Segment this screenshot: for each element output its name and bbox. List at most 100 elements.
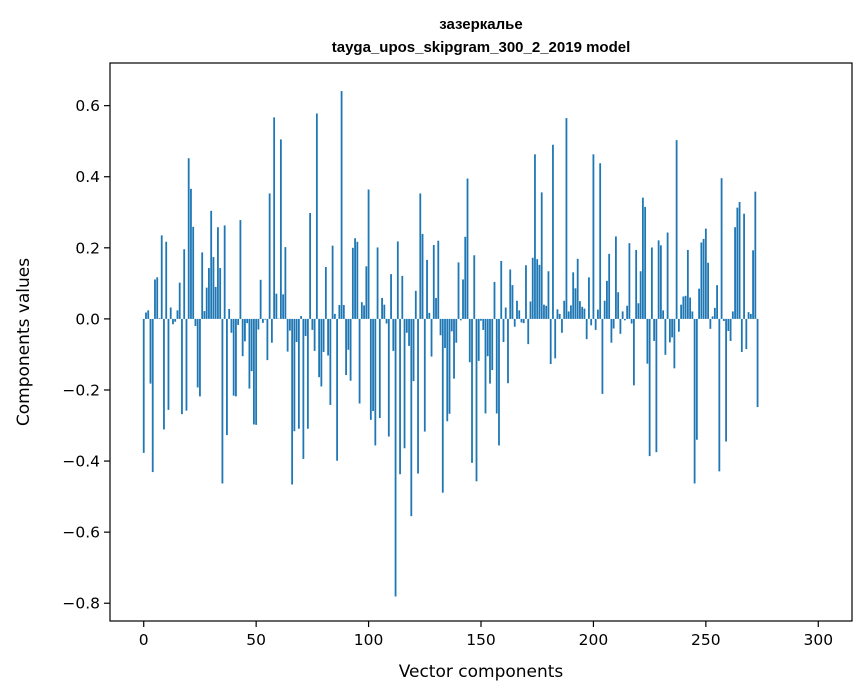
bar bbox=[432, 244, 435, 319]
bar bbox=[169, 307, 172, 319]
bar bbox=[502, 318, 505, 342]
bar bbox=[590, 318, 593, 326]
bar bbox=[486, 318, 489, 357]
bar bbox=[554, 318, 557, 359]
x-axis-label: Vector components bbox=[399, 662, 564, 682]
bar bbox=[633, 318, 635, 386]
bar bbox=[259, 279, 262, 319]
bar bbox=[630, 318, 633, 324]
bar bbox=[266, 318, 269, 361]
bar bbox=[311, 318, 314, 330]
bar bbox=[538, 264, 541, 319]
bar bbox=[205, 287, 208, 319]
bar bbox=[682, 296, 685, 319]
bar bbox=[396, 241, 399, 319]
y-tick-label: 0.2 bbox=[75, 239, 100, 257]
bar bbox=[201, 252, 204, 319]
bar bbox=[369, 318, 372, 420]
bar bbox=[394, 318, 397, 597]
bar bbox=[637, 303, 640, 319]
bar bbox=[262, 318, 264, 323]
bar bbox=[163, 318, 165, 430]
bar bbox=[390, 274, 392, 319]
bar-series bbox=[142, 91, 759, 597]
y-tick-label: −0.6 bbox=[62, 524, 100, 542]
bar bbox=[552, 144, 554, 319]
bar bbox=[650, 247, 653, 319]
bar bbox=[320, 318, 323, 387]
bar bbox=[738, 201, 741, 319]
bar bbox=[338, 305, 341, 319]
bar bbox=[232, 318, 235, 396]
bar bbox=[698, 288, 700, 319]
bar bbox=[588, 277, 590, 319]
bar bbox=[756, 318, 759, 408]
bar bbox=[376, 247, 379, 319]
bar bbox=[709, 318, 712, 329]
bar bbox=[354, 238, 356, 319]
bar bbox=[722, 318, 725, 322]
bar bbox=[648, 318, 651, 457]
bar bbox=[666, 232, 669, 319]
bar bbox=[154, 279, 156, 319]
bar bbox=[628, 243, 631, 319]
bar bbox=[340, 91, 343, 319]
bar bbox=[601, 318, 604, 394]
bar bbox=[745, 318, 748, 350]
bar bbox=[734, 227, 736, 319]
bar bbox=[576, 258, 579, 319]
bar bbox=[500, 260, 503, 319]
bar bbox=[556, 309, 559, 319]
bar bbox=[167, 318, 170, 410]
bar bbox=[585, 318, 588, 340]
bar bbox=[181, 318, 183, 415]
bar bbox=[291, 318, 294, 485]
bar bbox=[183, 249, 186, 319]
bar bbox=[208, 268, 210, 319]
bar bbox=[507, 318, 509, 384]
bar bbox=[318, 318, 321, 378]
bar bbox=[444, 318, 446, 349]
bar bbox=[464, 236, 467, 319]
chart-subtitle: tayga_upos_skipgram_300_2_2019 model bbox=[332, 39, 631, 56]
bar bbox=[250, 318, 253, 372]
bar bbox=[619, 318, 622, 334]
bar bbox=[680, 304, 683, 319]
bar bbox=[309, 212, 312, 319]
bar bbox=[279, 139, 282, 319]
bar bbox=[583, 308, 586, 319]
bar bbox=[327, 318, 329, 356]
bar bbox=[349, 318, 352, 381]
bar bbox=[248, 318, 251, 389]
bar bbox=[659, 245, 662, 319]
bar bbox=[702, 238, 705, 319]
bar bbox=[695, 318, 698, 440]
bar bbox=[720, 178, 723, 319]
bar bbox=[147, 310, 150, 319]
bar bbox=[381, 297, 383, 319]
bar bbox=[156, 277, 159, 319]
bar bbox=[284, 247, 287, 319]
bar bbox=[516, 300, 518, 319]
bar bbox=[441, 318, 444, 493]
y-axis-label: Components values bbox=[14, 258, 34, 426]
bar bbox=[246, 318, 249, 324]
bar bbox=[387, 318, 390, 437]
bar bbox=[749, 313, 752, 319]
bar bbox=[561, 318, 563, 333]
x-tick-label: 150 bbox=[466, 631, 496, 649]
bar bbox=[704, 228, 707, 319]
bar bbox=[151, 318, 154, 473]
bar bbox=[210, 210, 213, 319]
bar bbox=[356, 241, 359, 319]
bar bbox=[691, 311, 694, 319]
bar bbox=[399, 318, 401, 475]
bar bbox=[178, 282, 181, 319]
bar bbox=[626, 305, 629, 319]
bar bbox=[653, 318, 656, 341]
bar bbox=[466, 178, 469, 319]
bar bbox=[693, 318, 696, 484]
bar bbox=[599, 163, 602, 319]
bar bbox=[455, 318, 458, 343]
